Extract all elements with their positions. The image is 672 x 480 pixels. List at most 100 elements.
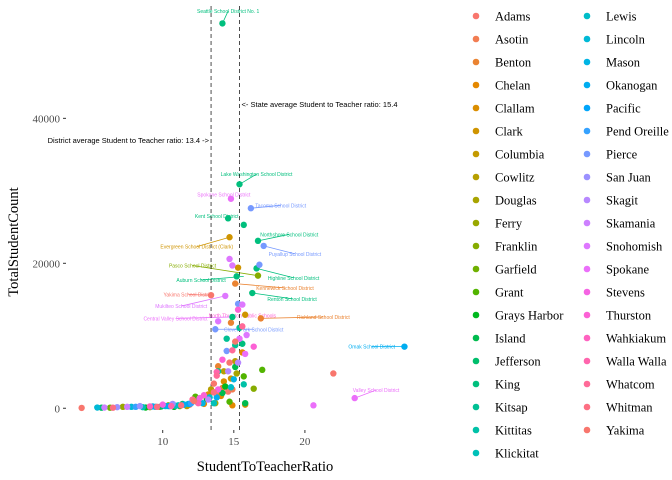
- data-point: [229, 262, 236, 269]
- legend-key: [472, 288, 480, 296]
- data-point: [207, 291, 215, 299]
- legend-label: Walla Walla: [606, 355, 667, 369]
- data-point: [227, 195, 235, 202]
- data-point: [351, 394, 358, 402]
- annotation-leader: [181, 295, 226, 307]
- annotation-label: Highline School District: [268, 276, 320, 282]
- legend-label: Okanogan: [606, 79, 658, 93]
- legend-key: [583, 104, 591, 112]
- data-point: [240, 373, 247, 380]
- legend-label: Benton: [495, 56, 532, 70]
- reference-line-label: <- State average Student to Teacher rati…: [241, 100, 397, 109]
- annotation-label: Kennewick School District: [256, 286, 314, 292]
- data-point: [213, 372, 220, 379]
- legend-key: [472, 380, 480, 388]
- data-point: [243, 331, 250, 339]
- data-point: [220, 378, 228, 385]
- annotation-label: Clover Park School District: [224, 327, 284, 333]
- data-point: [210, 389, 218, 396]
- data-point: [224, 368, 232, 375]
- annotation-leader: [250, 204, 281, 209]
- legend-key: [472, 219, 480, 227]
- legend-key: [583, 403, 591, 411]
- annotation-label: Mukilteo School District: [155, 304, 208, 310]
- data-point: [236, 181, 243, 188]
- legend-label: Wahkiakum: [606, 332, 666, 346]
- legend-label: Yakima: [606, 424, 645, 438]
- legend-key: [472, 35, 480, 43]
- data-point: [241, 350, 249, 358]
- annotation-label: Renton School District: [267, 297, 317, 303]
- legend-key: [583, 58, 591, 66]
- legend-label: Douglas: [495, 194, 537, 208]
- legend-label: Whitman: [606, 401, 653, 415]
- data-point: [212, 326, 219, 333]
- x-tick-label: 15: [228, 436, 240, 448]
- annotation-label: Puyallup School District: [269, 252, 322, 258]
- data-point: [222, 383, 229, 390]
- legend-label: Pacific: [606, 102, 641, 116]
- x-tick-label: 10: [157, 436, 169, 448]
- data-point: [94, 404, 101, 411]
- data-point: [233, 273, 240, 280]
- annotation-leader: [263, 245, 296, 255]
- annotation-label: Yakima School District: [163, 292, 213, 298]
- data-point: [213, 394, 220, 401]
- data-point: [401, 343, 408, 350]
- legend-key: [583, 380, 591, 388]
- legend-label: Spokane: [606, 263, 650, 277]
- legend-key: [583, 196, 591, 204]
- annotation-label: Valley School District: [353, 388, 400, 394]
- data-point: [240, 381, 247, 388]
- legend-key: [472, 311, 480, 319]
- data-point: [205, 396, 212, 403]
- legend-label: Snohomish: [606, 240, 663, 254]
- legend-label: Thurston: [606, 309, 652, 323]
- legend-key: [472, 104, 480, 112]
- legend-key: [472, 127, 480, 135]
- y-axis-title: TotalStudentCount: [6, 187, 22, 296]
- data-point: [226, 359, 233, 366]
- legend-label: Columbia: [495, 148, 545, 162]
- data-point: [257, 315, 265, 322]
- legend-key: [583, 81, 591, 89]
- legend-key: [472, 196, 480, 204]
- annotation-layer: Seattle School District No. 1 Lake Washin…: [143, 9, 405, 399]
- annotation-label: Northshore School District: [260, 232, 319, 238]
- legend-key: [583, 265, 591, 273]
- data-point: [239, 340, 246, 347]
- legend-label: San Juan: [606, 171, 652, 185]
- data-point: [226, 398, 233, 405]
- legend-label: Lincoln: [606, 33, 646, 47]
- y-tick-label: 0: [55, 403, 61, 415]
- data-point: [78, 404, 85, 412]
- data-point: [227, 319, 235, 326]
- legend-key: [472, 58, 480, 66]
- legend-label: Cowlitz: [495, 171, 535, 185]
- legend-label: Pierce: [606, 148, 638, 162]
- data-point: [219, 356, 226, 363]
- legend-label: Adams: [495, 10, 531, 24]
- legend-key: [472, 334, 480, 342]
- legend-key: [583, 426, 591, 434]
- data-point: [234, 359, 242, 366]
- annotation-leader: [257, 233, 290, 242]
- legend-key: [583, 242, 591, 250]
- annotation-leader: [256, 267, 294, 279]
- legend-key: [472, 403, 480, 411]
- legend-label: Skamania: [606, 217, 656, 231]
- legend-label: Clark: [495, 125, 524, 139]
- legend-key: [472, 81, 480, 89]
- legend-label: Grant: [495, 286, 524, 300]
- annotation-label: Omak School District: [348, 345, 395, 351]
- legend-key: [583, 311, 591, 319]
- data-point: [249, 289, 256, 297]
- legend-label: Lewis: [606, 10, 637, 24]
- data-point: [219, 389, 226, 397]
- annotation-label: Lake Washington School District: [221, 172, 293, 178]
- data-point: [234, 306, 242, 313]
- legend-key: [472, 12, 480, 20]
- data-point: [256, 261, 263, 268]
- legend-key: [583, 12, 591, 20]
